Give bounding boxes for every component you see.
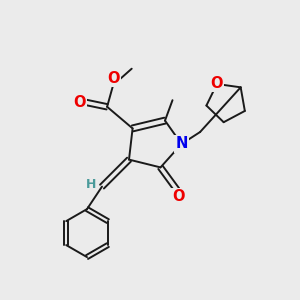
Text: N: N (175, 136, 188, 152)
Text: H: H (85, 178, 96, 191)
Text: O: O (210, 76, 223, 91)
Text: O: O (73, 95, 86, 110)
Text: O: O (108, 71, 120, 86)
Text: O: O (172, 189, 185, 204)
